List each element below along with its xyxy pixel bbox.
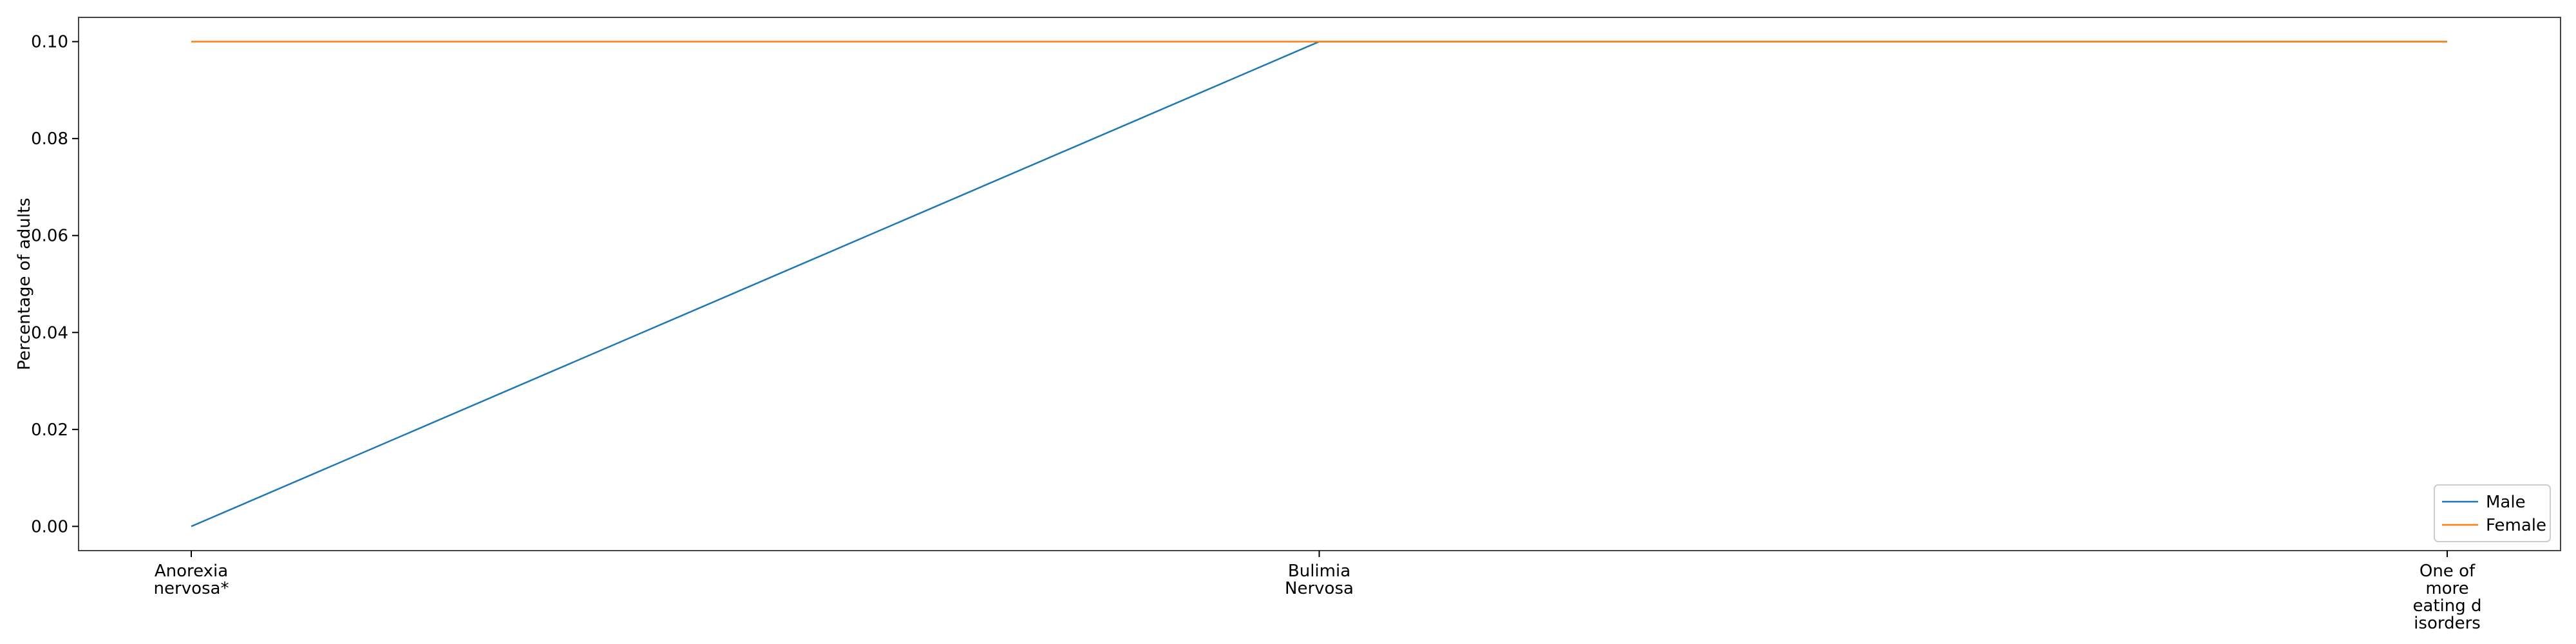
legend-label-male: Male [2486, 493, 2526, 512]
y-tick-label: 0.06 [31, 227, 68, 246]
y-axis-label: Percentage of adults [15, 198, 34, 370]
y-tick-label: 0.10 [31, 33, 68, 52]
legend-label-female: Female [2486, 516, 2546, 535]
x-tick-label: Bulimia Nervosa [1285, 562, 1354, 598]
legend: Male Female [2434, 484, 2551, 542]
series-layer [191, 41, 2447, 527]
y-axis: 0.00 0.02 0.04 0.06 0.08 0.10 [31, 33, 79, 536]
x-tick-label: Anorexia nervosa* [154, 562, 229, 598]
y-tick-label: 0.02 [31, 421, 68, 440]
plot-frame [78, 17, 2561, 551]
y-tick-label: 0.08 [31, 129, 68, 149]
x-axis: Anorexia nervosa* Bulimia Nervosa One of more… [154, 551, 2482, 633]
plot-area [78, 17, 2561, 551]
legend-box [2434, 484, 2551, 542]
y-tick-label: 0.00 [31, 517, 68, 536]
x-tick-label: One of more eating d isorders [2412, 562, 2481, 633]
y-tick-label: 0.04 [31, 323, 68, 343]
